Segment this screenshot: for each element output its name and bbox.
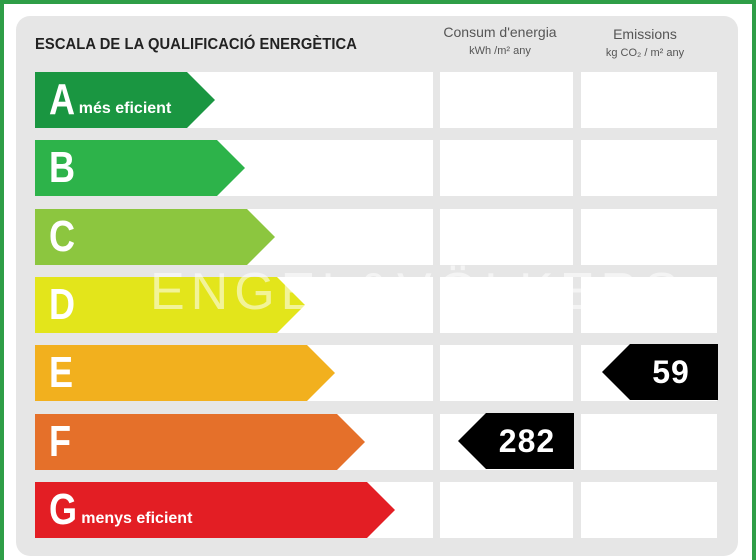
rating-bar-e: E <box>35 345 335 401</box>
rating-letter: B <box>49 143 76 192</box>
emissions-value-marker: 59 <box>602 344 718 400</box>
emissions-cell <box>581 140 717 196</box>
consumption-header-title: Consum d'energia <box>443 24 557 40</box>
emissions-cell <box>581 277 717 333</box>
emissions-value: 59 <box>652 353 690 390</box>
emissions-header-unit: kg CO₂ / m² any <box>605 47 685 59</box>
consumption-value-marker: 282 <box>458 413 574 469</box>
rating-letter: E <box>49 348 74 397</box>
consumption-cell <box>440 209 573 265</box>
consumption-cell <box>440 345 573 401</box>
consumption-cell <box>440 277 573 333</box>
emissions-header-title: Emissions <box>613 26 677 42</box>
rating-bar-c: C <box>35 209 275 265</box>
rating-label: menys eficient <box>81 510 193 527</box>
rating-letter: F <box>49 417 72 466</box>
consumption-cell <box>440 72 573 128</box>
watermark-logo: ENGEL&VÖLKERS <box>150 263 685 321</box>
rating-letter: G <box>49 485 78 534</box>
rating-letter: A <box>49 75 76 124</box>
consumption-header-unit: kWh /m² any <box>469 45 531 57</box>
label-title: ESCALA DE LA QUALIFICACIÓ ENERGÈTICA <box>35 36 357 53</box>
emissions-column-header: Emissions kg CO₂ / m² any <box>580 26 710 59</box>
emissions-cell <box>581 414 717 470</box>
consumption-cell <box>440 140 573 196</box>
rating-bar-d: D <box>35 277 305 333</box>
emissions-cell <box>581 72 717 128</box>
rating-bar-f: F <box>35 414 365 470</box>
rating-letter: D <box>49 280 76 329</box>
rating-label: més eficient <box>78 100 172 117</box>
consumption-value: 282 <box>498 422 556 459</box>
consumption-cell <box>440 482 573 538</box>
rating-bar-b: B <box>35 140 245 196</box>
rating-letter: C <box>49 212 76 261</box>
consumption-column-header: Consum d'energia kWh /m² any <box>438 24 562 57</box>
emissions-cell <box>581 482 717 538</box>
emissions-cell <box>581 209 717 265</box>
